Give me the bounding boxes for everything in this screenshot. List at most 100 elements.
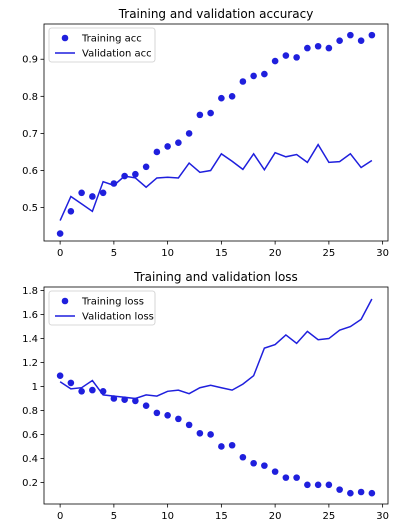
loss-training-point xyxy=(218,443,225,450)
accuracy-chart: Training and validation accuracy 0 5 10 15 20… xyxy=(22,7,389,259)
accuracy-training-point xyxy=(196,111,204,119)
accuracy-training-point xyxy=(207,109,214,117)
loss-x-tick-label: 5 xyxy=(111,511,117,522)
loss-legend-label: Training loss xyxy=(81,297,144,308)
loss-training-point xyxy=(368,489,376,497)
loss-y-tick-label: 0.2 xyxy=(22,478,38,489)
accuracy-training-point xyxy=(250,72,257,80)
accuracy-training-point xyxy=(153,148,161,156)
accuracy-training-point xyxy=(357,37,365,44)
loss-x-tick-label: 30 xyxy=(376,511,389,522)
accuracy-x-tick-label: 10 xyxy=(161,248,174,259)
loss-chart-title: Training and validation loss xyxy=(133,270,298,284)
loss-y-tick-label: 1.8 xyxy=(22,286,38,297)
loss-training-point xyxy=(325,481,333,489)
accuracy-y-tick-label: 0.5 xyxy=(22,203,38,214)
loss-legend-marker-swatch xyxy=(61,297,69,305)
loss-y-tick-label: 1.4 xyxy=(22,334,38,345)
accuracy-training-point xyxy=(325,44,333,52)
accuracy-training-point xyxy=(336,37,343,44)
loss-training-point xyxy=(56,372,64,380)
accuracy-training-point xyxy=(164,143,171,150)
loss-y-tick-label: 0.8 xyxy=(22,406,38,417)
accuracy-x-tick-label: 20 xyxy=(269,248,282,259)
accuracy-plot-frame xyxy=(43,23,389,242)
accuracy-training-point xyxy=(56,230,64,237)
loss-training-point xyxy=(336,486,343,493)
loss-training-point xyxy=(347,489,354,497)
loss-training-point xyxy=(282,474,290,481)
loss-training-point xyxy=(67,379,75,387)
loss-training-point xyxy=(314,481,322,489)
loss-training-point xyxy=(261,462,268,469)
loss-y-tick-label: 0.4 xyxy=(22,454,38,465)
loss-training-point xyxy=(78,388,85,395)
accuracy-training-point xyxy=(78,189,85,197)
loss-y-tick-label: 1.2 xyxy=(22,358,38,369)
loss-training-point xyxy=(164,411,171,419)
loss-training-point xyxy=(196,429,204,437)
loss-chart: Training and validation loss 0 5 10 15 20 25 30… xyxy=(22,270,389,522)
loss-training-point xyxy=(89,386,96,394)
accuracy-training-point xyxy=(293,54,300,61)
accuracy-legend: Training acc Validation acc xyxy=(48,27,156,63)
loss-training-point xyxy=(132,397,139,405)
accuracy-training-point xyxy=(368,31,376,39)
accuracy-x-tick-label: 30 xyxy=(376,248,389,259)
accuracy-legend-marker-swatch xyxy=(61,34,69,42)
accuracy-legend-box xyxy=(48,27,156,63)
accuracy-y-tick-label: 0.6 xyxy=(22,166,38,177)
loss-legend-box xyxy=(48,290,156,326)
accuracy-training-point xyxy=(347,31,354,39)
accuracy-training-point xyxy=(175,139,182,147)
accuracy-training-point xyxy=(132,170,139,178)
loss-plot-frame xyxy=(43,286,389,505)
accuracy-training-point xyxy=(314,42,322,50)
accuracy-y-tick-label: 0.8 xyxy=(22,92,38,103)
loss-y-tick-label: 1.6 xyxy=(22,310,38,321)
loss-training-point xyxy=(153,409,161,417)
accuracy-training-point xyxy=(282,52,290,59)
accuracy-training-point xyxy=(89,193,96,200)
accuracy-x-tick-label: 0 xyxy=(57,248,63,259)
accuracy-training-point xyxy=(142,163,150,171)
accuracy-training-point xyxy=(261,70,268,78)
loss-training-point xyxy=(250,459,257,467)
loss-training-point xyxy=(228,441,236,449)
accuracy-legend-label: Validation acc xyxy=(82,49,152,60)
accuracy-training-point xyxy=(99,189,107,197)
accuracy-training-point xyxy=(239,78,247,85)
accuracy-training-point xyxy=(185,130,193,137)
accuracy-training-point xyxy=(304,44,311,52)
loss-validation-line xyxy=(59,298,373,400)
loss-training-point xyxy=(207,431,214,438)
loss-training-point xyxy=(304,481,311,489)
loss-training-point xyxy=(185,421,193,429)
loss-y-tick-label: 1 xyxy=(32,382,38,393)
loss-training-point xyxy=(239,453,247,461)
accuracy-training-point xyxy=(271,57,279,65)
loss-x-tick-label: 15 xyxy=(215,511,228,522)
accuracy-x-tick-label: 25 xyxy=(323,248,336,259)
loss-training-point xyxy=(357,488,365,496)
loss-x-tick-label: 10 xyxy=(161,511,174,522)
accuracy-training-point xyxy=(67,208,75,215)
accuracy-training-point xyxy=(218,94,225,102)
accuracy-x-tick-label: 5 xyxy=(111,248,117,259)
loss-training-point xyxy=(271,468,279,475)
loss-training-point xyxy=(293,474,300,481)
accuracy-y-tick-label: 0.9 xyxy=(22,55,38,66)
loss-x-tick-label: 20 xyxy=(269,511,282,522)
accuracy-y-tick-label: 0.7 xyxy=(22,129,38,140)
accuracy-training-point xyxy=(228,93,236,100)
accuracy-chart-title: Training and validation accuracy xyxy=(118,7,314,21)
loss-legend: Training loss Validation loss xyxy=(48,290,156,326)
accuracy-legend-label: Training acc xyxy=(81,34,142,45)
loss-legend-label: Validation loss xyxy=(82,312,154,323)
loss-training-point xyxy=(142,402,150,409)
loss-y-tick-label: 0.6 xyxy=(22,430,38,441)
loss-x-tick-label: 0 xyxy=(57,511,63,522)
loss-x-tick-label: 25 xyxy=(323,511,336,522)
loss-training-point xyxy=(175,415,182,423)
